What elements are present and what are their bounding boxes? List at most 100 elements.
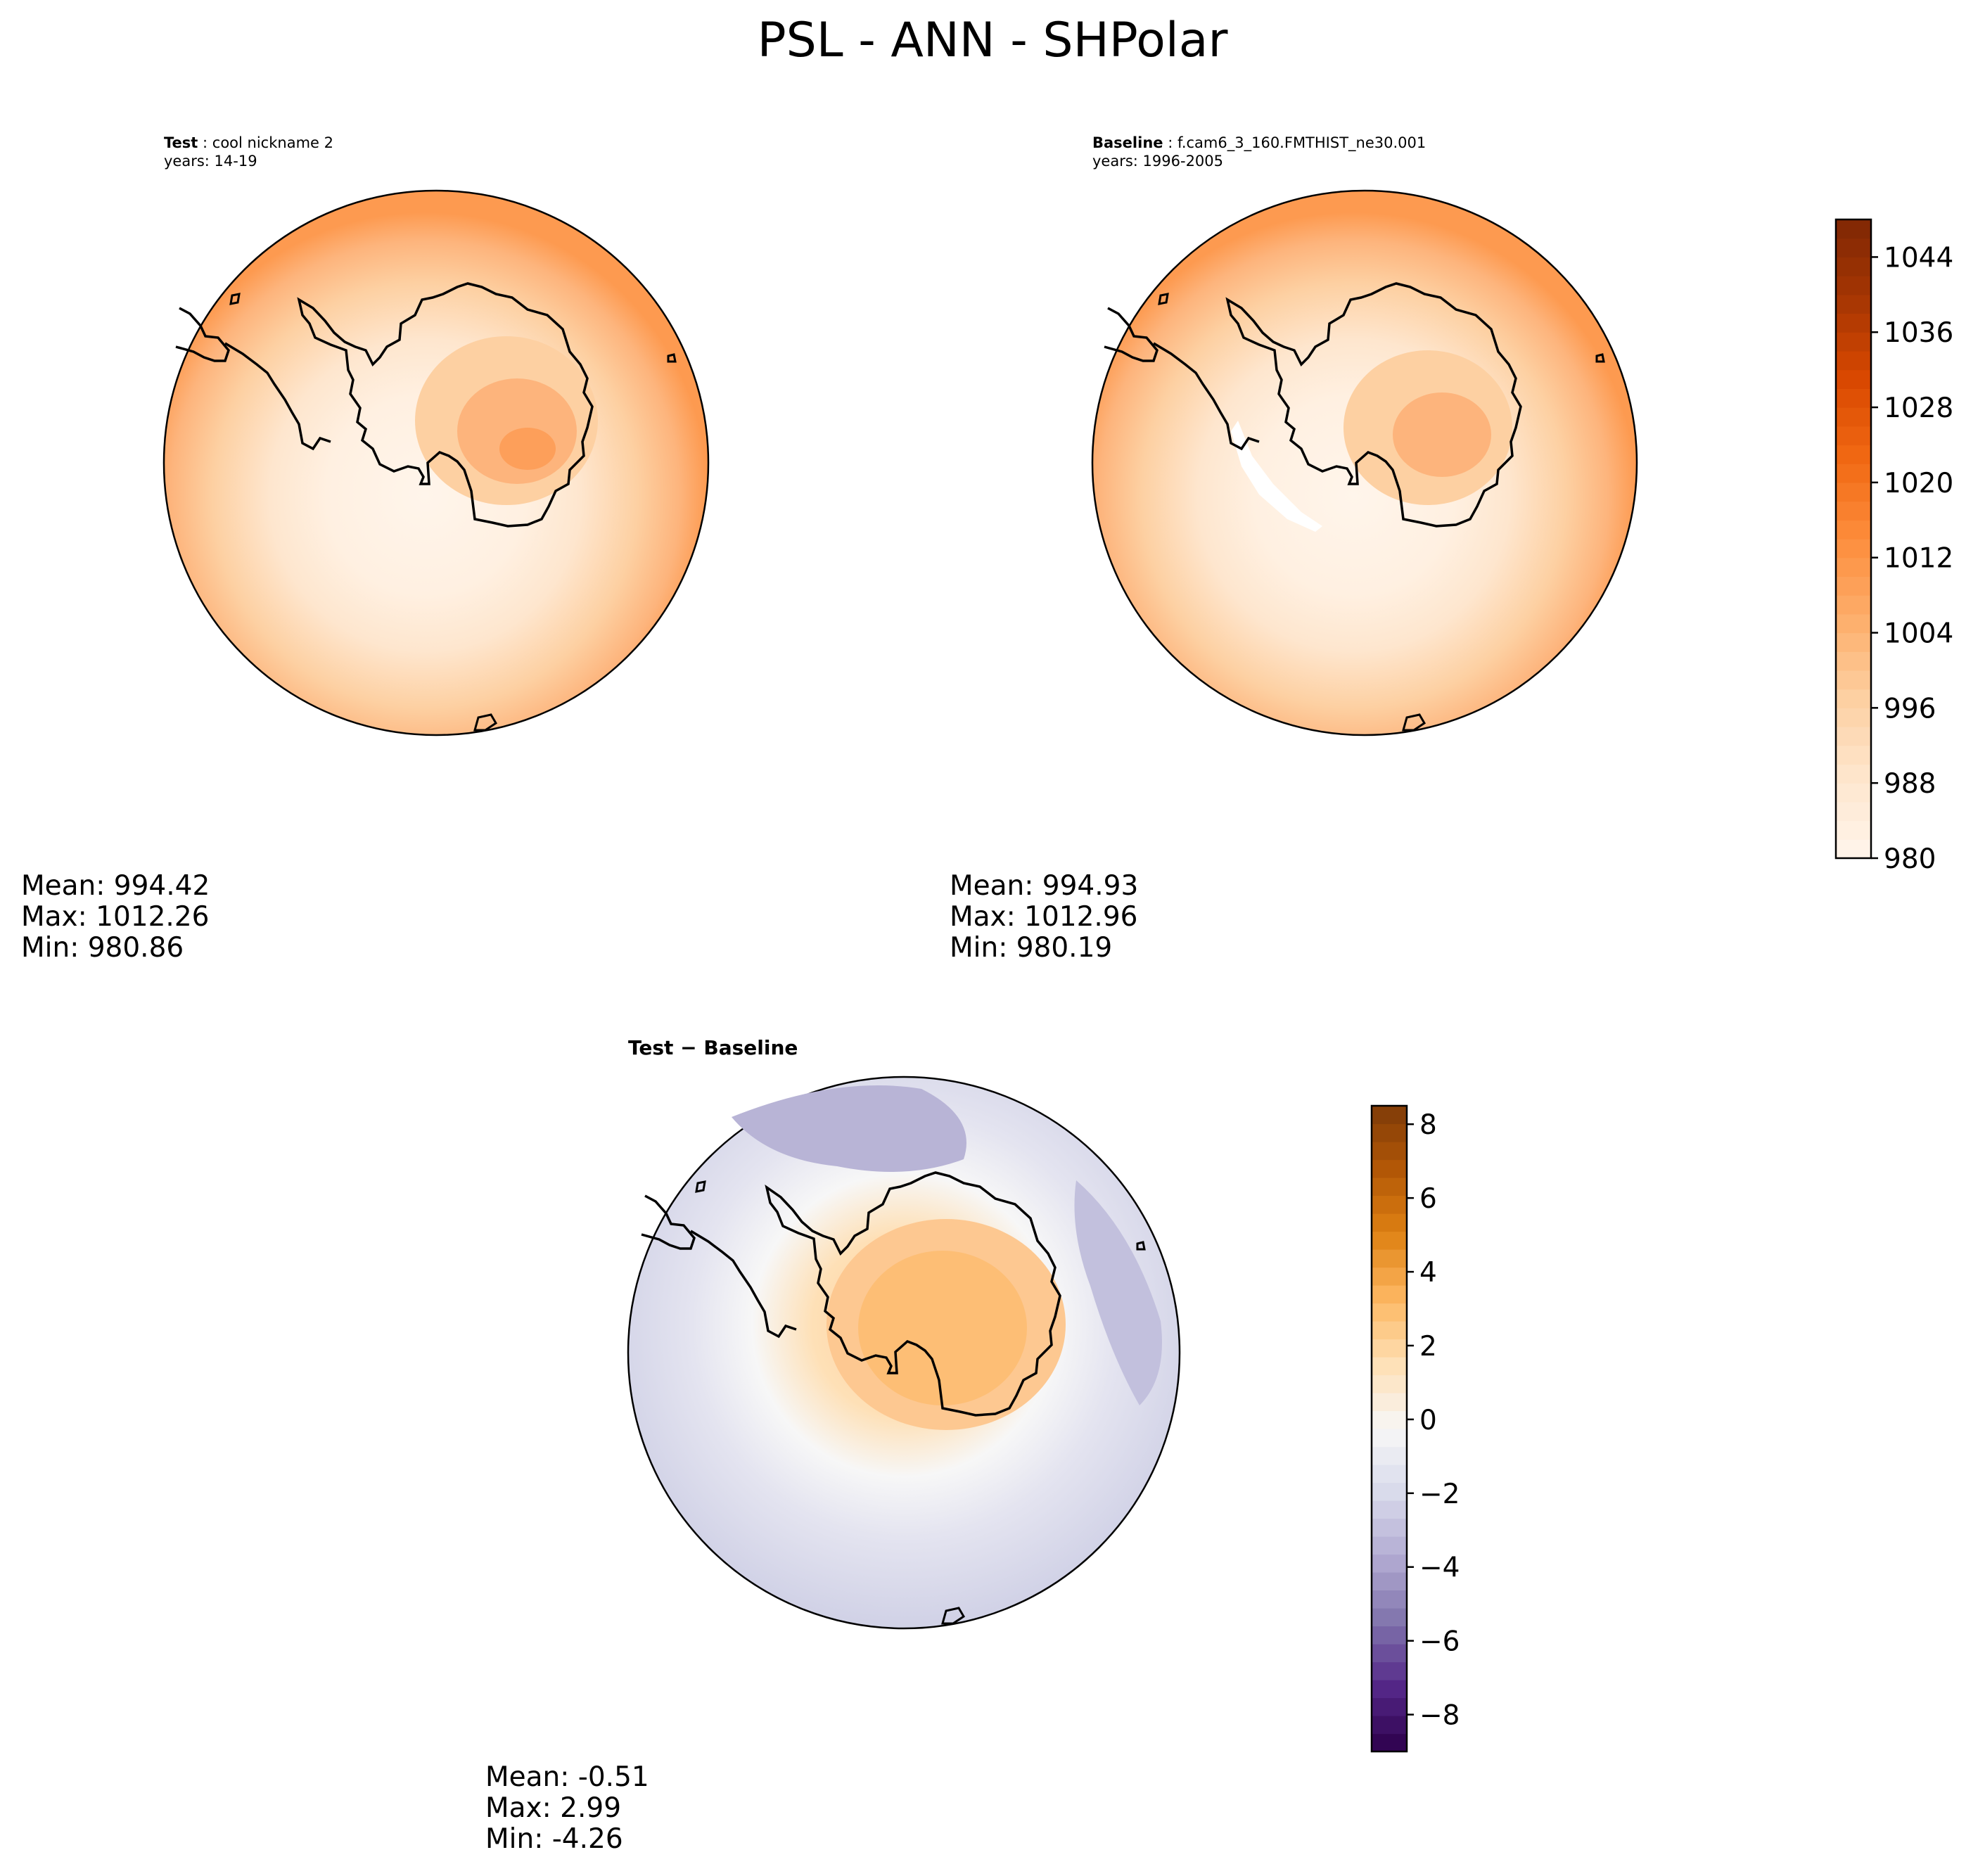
test-south-america <box>175 307 230 362</box>
test-label: Test <box>164 134 198 151</box>
orange-colorbar-tick-label: 1012 <box>1884 543 1953 575</box>
orange-colorbar-band <box>1836 520 1871 540</box>
test-island-3 <box>473 713 498 732</box>
diff-label-b: Baseline <box>703 1036 798 1059</box>
orange-colorbar-tick-label: 980 <box>1884 843 1936 872</box>
diff-colorbar-band <box>1372 1159 1407 1178</box>
diff-colorbar-band <box>1372 1213 1407 1232</box>
orange-colorbar-band <box>1836 689 1871 708</box>
orange-colorbar-band <box>1836 839 1871 859</box>
orange-colorbar-band <box>1836 764 1871 784</box>
orange-colorbar-band <box>1836 727 1871 746</box>
orange-colorbar-band <box>1836 426 1871 446</box>
orange-colorbar-tick-label: 988 <box>1884 768 1936 800</box>
diff-colorbar-band <box>1372 1644 1407 1663</box>
orange-colorbar-band <box>1836 313 1871 333</box>
orange-colorbar-band <box>1836 670 1871 690</box>
diff-max: Max: 2.99 <box>485 1792 622 1824</box>
diff-label-a: Test <box>628 1036 674 1059</box>
baseline-mean: Mean: 994.93 <box>950 870 1139 902</box>
diff-colorbar-band <box>1372 1572 1407 1591</box>
diff-colorbar-band <box>1372 1429 1407 1448</box>
orange-colorbar-band <box>1836 501 1871 521</box>
test-antarctica-coast <box>297 282 594 528</box>
baseline-low-patch <box>1231 421 1322 532</box>
orange-colorbar-tick-label: 1036 <box>1884 317 1953 349</box>
diff-antarctica-coast <box>765 1171 1061 1417</box>
orange-colorbar-band <box>1836 820 1871 840</box>
orange-colorbar-band <box>1836 369 1871 389</box>
diff-colorbar-band <box>1372 1716 1407 1735</box>
orange-colorbar-frame <box>1834 218 1872 860</box>
diff-map <box>627 1076 1181 1630</box>
baseline-peninsula <box>1153 342 1260 451</box>
orange-colorbar-band <box>1836 557 1871 578</box>
orange-colorbar-tick-label: 996 <box>1884 693 1936 725</box>
diff-colorbar-band <box>1372 1446 1407 1465</box>
test-island-2 <box>667 353 677 363</box>
diff-colorbar-band <box>1372 1465 1407 1483</box>
diff-colorbar-band <box>1372 1608 1407 1627</box>
diff-colorbar-band <box>1372 1500 1407 1519</box>
diff-colorbar-tick-label: 6 <box>1419 1183 1437 1215</box>
orange-colorbar-band <box>1836 801 1871 822</box>
orange-colorbar-band <box>1836 388 1871 408</box>
diff-colorbar-band <box>1372 1285 1407 1304</box>
baseline-island-1 <box>1158 293 1169 305</box>
baseline-island-3 <box>1402 713 1426 732</box>
diff-colorbar-band <box>1372 1321 1407 1340</box>
diff-colorbar-band <box>1372 1106 1407 1125</box>
diff-colorbar-band <box>1372 1661 1407 1680</box>
orange-colorbar: 980 988 996 1004 1012 1020 1028 1036 1044 <box>1834 218 1953 872</box>
diff-colorbar-tick-label: −2 <box>1419 1479 1460 1510</box>
diff-colorbar-band <box>1372 1357 1407 1376</box>
diff-colorbar-band <box>1372 1410 1407 1429</box>
orange-colorbar-band <box>1836 539 1871 559</box>
diff-minus: − <box>680 1036 697 1059</box>
orange-colorbar-tick-label: 1044 <box>1884 242 1953 274</box>
orange-colorbar-band <box>1836 783 1871 803</box>
diff-colorbar-tick-label: 4 <box>1419 1257 1437 1289</box>
test-interior-high-3 <box>499 428 556 470</box>
orange-colorbar-band <box>1836 238 1871 258</box>
diff-colorbar-band <box>1372 1554 1407 1573</box>
diff-colorbar-band <box>1372 1374 1407 1393</box>
test-max: Max: 1012.26 <box>21 901 210 933</box>
orange-colorbar-band <box>1836 445 1871 464</box>
diff-stats: Mean: -0.51 Max: 2.99 Min: -4.26 <box>485 1762 649 1855</box>
diff-min: Min: -4.26 <box>485 1823 623 1855</box>
diff-colorbar-band <box>1372 1680 1407 1699</box>
orange-colorbar-band <box>1836 576 1871 596</box>
diff-negative-right <box>1074 1180 1162 1405</box>
diff-colorbar-tick-label: 2 <box>1419 1331 1437 1363</box>
diff-colorbar-tick-label: 8 <box>1419 1109 1437 1141</box>
diff-colorbar-band <box>1372 1482 1407 1501</box>
baseline-name: f.cam6_3_160.FMTHIST_ne30.001 <box>1177 134 1426 151</box>
diff-positive-core <box>858 1251 1027 1405</box>
diff-colorbar-band <box>1372 1195 1407 1214</box>
orange-colorbar-band <box>1836 219 1871 239</box>
diff-colorbar-band <box>1372 1123 1407 1142</box>
diff-colorbar-band <box>1372 1339 1407 1358</box>
orange-colorbar-band <box>1836 407 1871 427</box>
diff-colorbar-band <box>1372 1142 1407 1161</box>
orange-colorbar-band <box>1836 294 1871 314</box>
test-panel-title: Test : cool nickname 2 years: 14-19 <box>164 134 333 170</box>
orange-colorbar-tick-label: 1028 <box>1884 393 1953 424</box>
diff-colorbar-band <box>1372 1697 1407 1716</box>
diff-colorbar-tick-label: −6 <box>1419 1626 1460 1658</box>
orange-colorbar-tick-label: 1020 <box>1884 468 1953 499</box>
diff-mean: Mean: -0.51 <box>485 1761 649 1793</box>
baseline-south-america <box>1104 307 1159 362</box>
diff-colorbar-band <box>1372 1393 1407 1412</box>
diff-south-america <box>641 1194 696 1250</box>
diff-island-1 <box>695 1180 706 1193</box>
test-min: Min: 980.86 <box>21 932 184 964</box>
orange-colorbar-tick-label: 1004 <box>1884 618 1953 650</box>
orange-colorbar-band <box>1836 257 1871 276</box>
baseline-min: Min: 980.19 <box>950 932 1113 964</box>
test-sep: : <box>203 134 208 151</box>
orange-colorbar-band <box>1836 464 1871 483</box>
diff-colorbar-band <box>1372 1303 1407 1322</box>
baseline-sep: : <box>1168 134 1173 151</box>
